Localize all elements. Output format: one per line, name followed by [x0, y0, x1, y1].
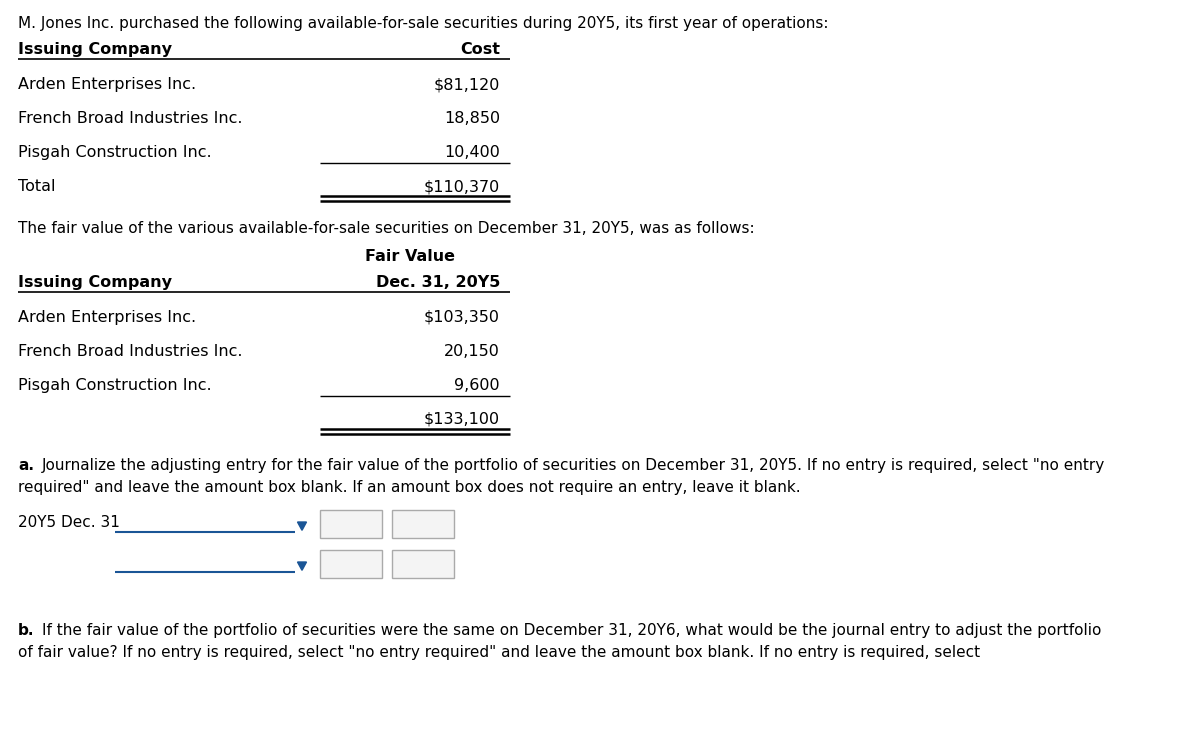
Text: French Broad Industries Inc.: French Broad Industries Inc. [18, 111, 242, 126]
Text: 9,600: 9,600 [455, 378, 500, 393]
Text: Issuing Company: Issuing Company [18, 275, 172, 290]
Text: The fair value of the various available-for-sale securities on December 31, 20Y5: The fair value of the various available-… [18, 221, 755, 236]
Text: Cost: Cost [460, 42, 500, 57]
Polygon shape [298, 562, 306, 571]
Text: Arden Enterprises Inc.: Arden Enterprises Inc. [18, 310, 196, 325]
Bar [392, 550, 454, 578]
Bar [320, 550, 382, 578]
Text: Journalize the adjusting entry for the fair value of the portfolio of securities: Journalize the adjusting entry for the f… [42, 458, 1105, 473]
Text: M. Jones Inc. purchased the following available-for-sale securities during 20Y5,: M. Jones Inc. purchased the following av… [18, 16, 828, 31]
Text: 10,400: 10,400 [444, 145, 500, 160]
Text: Issuing Company: Issuing Company [18, 42, 172, 57]
Text: $110,370: $110,370 [424, 179, 500, 194]
Text: $133,100: $133,100 [424, 412, 500, 427]
Polygon shape [298, 522, 306, 531]
Text: of fair value? If no entry is required, select "no entry required" and leave the: of fair value? If no entry is required, … [18, 645, 980, 660]
Text: $81,120: $81,120 [433, 77, 500, 92]
Text: Fair Value: Fair Value [365, 249, 455, 264]
Text: Dec. 31, 20Y5: Dec. 31, 20Y5 [376, 275, 500, 290]
Text: Total: Total [18, 179, 55, 194]
Text: 20,150: 20,150 [444, 344, 500, 359]
Text: If the fair value of the portfolio of securities were the same on December 31, 2: If the fair value of the portfolio of se… [42, 623, 1102, 638]
Text: Pisgah Construction Inc.: Pisgah Construction Inc. [18, 378, 211, 393]
Text: 20Y5 Dec. 31: 20Y5 Dec. 31 [18, 515, 120, 530]
Text: 18,850: 18,850 [444, 111, 500, 126]
Text: a.: a. [18, 458, 34, 473]
Text: b.: b. [18, 623, 35, 638]
Text: $103,350: $103,350 [424, 310, 500, 325]
Text: French Broad Industries Inc.: French Broad Industries Inc. [18, 344, 242, 359]
Text: Arden Enterprises Inc.: Arden Enterprises Inc. [18, 77, 196, 92]
Text: Pisgah Construction Inc.: Pisgah Construction Inc. [18, 145, 211, 160]
Text: required" and leave the amount box blank. If an amount box does not require an e: required" and leave the amount box blank… [18, 480, 800, 495]
Bar [320, 510, 382, 538]
Bar [392, 510, 454, 538]
